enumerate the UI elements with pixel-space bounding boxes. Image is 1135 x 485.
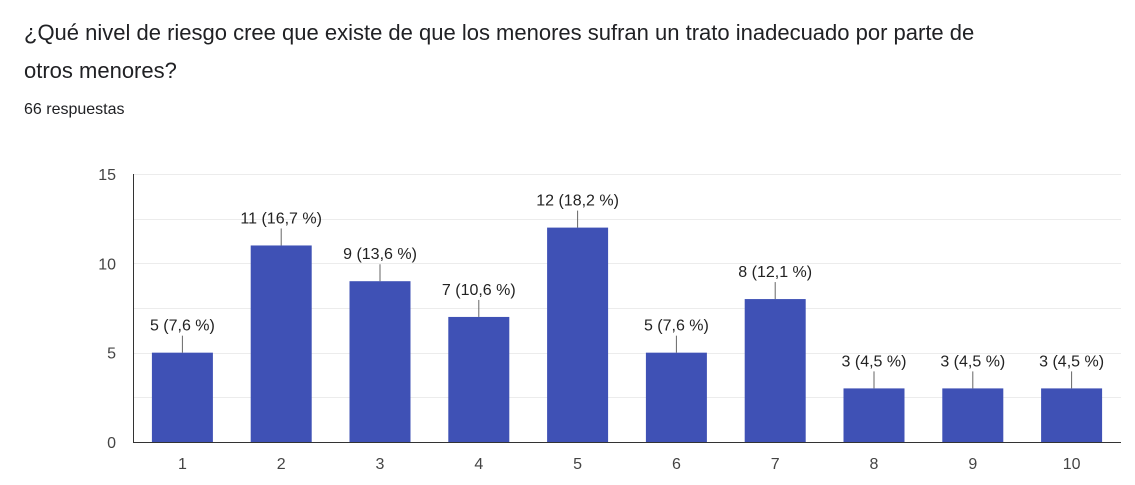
data-label: 5 (7,6 %) (150, 318, 215, 335)
x-tick-label: 8 (870, 456, 879, 473)
y-tick-label: 5 (107, 346, 116, 363)
bar (744, 299, 806, 442)
data-label: 12 (18,2 %) (536, 193, 619, 210)
bar (1041, 388, 1103, 442)
y-tick-label: 15 (98, 167, 116, 184)
bar (151, 352, 213, 442)
bar (349, 281, 411, 442)
x-tick-label: 9 (968, 456, 977, 473)
data-label: 3 (4,5 %) (940, 353, 1005, 370)
x-tick-label: 7 (771, 456, 780, 473)
question-title: ¿Qué nivel de riesgo cree que existe de … (24, 20, 975, 83)
data-label: 7 (10,6 %) (442, 282, 516, 299)
data-label: 3 (4,5 %) (842, 353, 907, 370)
y-tick-label: 10 (98, 256, 116, 273)
bar (843, 388, 905, 442)
x-tick-label: 10 (1063, 456, 1081, 473)
bar (645, 352, 707, 442)
x-tick-label: 5 (573, 456, 582, 473)
x-tick-label: 2 (277, 456, 286, 473)
bar (448, 316, 510, 442)
response-count: 66 respuestas (24, 101, 125, 118)
data-label: 5 (7,6 %) (644, 318, 709, 335)
data-label: 8 (12,1 %) (738, 264, 812, 281)
data-label: 9 (13,6 %) (343, 246, 417, 263)
bar (942, 388, 1004, 442)
x-tick-label: 6 (672, 456, 681, 473)
y-tick-label: 0 (107, 435, 116, 452)
bar (250, 245, 312, 442)
x-tick-label: 1 (178, 456, 187, 473)
data-label: 3 (4,5 %) (1039, 353, 1104, 370)
x-tick-label: 4 (474, 456, 483, 473)
data-label: 11 (16,7 %) (240, 210, 322, 227)
bar (547, 227, 609, 442)
x-tick-label: 3 (376, 456, 385, 473)
